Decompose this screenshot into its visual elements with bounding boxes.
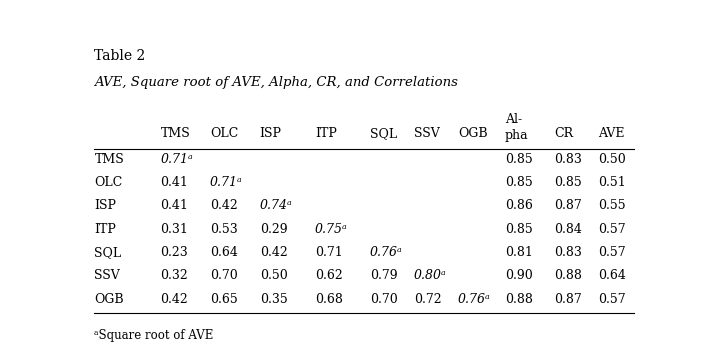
Text: 0.64: 0.64 — [599, 269, 626, 282]
Text: 0.35: 0.35 — [260, 292, 287, 305]
Text: pha: pha — [505, 129, 528, 142]
Text: ISP: ISP — [260, 128, 282, 140]
Text: 0.70: 0.70 — [370, 292, 397, 305]
Text: AVE: AVE — [599, 128, 625, 140]
Text: 0.81: 0.81 — [505, 246, 533, 259]
Text: 0.65: 0.65 — [210, 292, 238, 305]
Text: 0.31: 0.31 — [161, 223, 188, 236]
Text: 0.41: 0.41 — [161, 199, 188, 212]
Text: 0.76ᵃ: 0.76ᵃ — [370, 246, 402, 259]
Text: 0.83: 0.83 — [555, 246, 582, 259]
Text: 0.85: 0.85 — [505, 153, 533, 166]
Text: 0.71: 0.71 — [315, 246, 343, 259]
Text: 0.87: 0.87 — [555, 292, 582, 305]
Text: 0.88: 0.88 — [555, 269, 582, 282]
Text: TMS: TMS — [161, 128, 191, 140]
Text: OGB: OGB — [95, 292, 124, 305]
Text: 0.74ᵃ: 0.74ᵃ — [260, 199, 292, 212]
Text: 0.88: 0.88 — [505, 292, 533, 305]
Text: SQL: SQL — [95, 246, 122, 259]
Text: 0.53: 0.53 — [210, 223, 238, 236]
Text: OLC: OLC — [95, 176, 122, 189]
Text: TMS: TMS — [95, 153, 124, 166]
Text: Al-: Al- — [505, 113, 522, 126]
Text: 0.42: 0.42 — [161, 292, 188, 305]
Text: CR: CR — [555, 128, 574, 140]
Text: 0.85: 0.85 — [505, 223, 533, 236]
Text: OGB: OGB — [458, 128, 488, 140]
Text: ITP: ITP — [315, 128, 337, 140]
Text: SSV: SSV — [414, 128, 439, 140]
Text: ITP: ITP — [95, 223, 117, 236]
Text: 0.85: 0.85 — [555, 176, 582, 189]
Text: 0.64: 0.64 — [210, 246, 238, 259]
Text: 0.79: 0.79 — [370, 269, 397, 282]
Text: 0.23: 0.23 — [161, 246, 188, 259]
Text: SQL: SQL — [370, 128, 397, 140]
Text: 0.29: 0.29 — [260, 223, 287, 236]
Text: 0.80ᵃ: 0.80ᵃ — [414, 269, 447, 282]
Text: 0.90: 0.90 — [505, 269, 533, 282]
Text: 0.32: 0.32 — [161, 269, 188, 282]
Text: 0.42: 0.42 — [210, 199, 238, 212]
Text: 0.83: 0.83 — [555, 153, 582, 166]
Text: ᵃSquare root of AVE: ᵃSquare root of AVE — [95, 329, 214, 342]
Text: 0.72: 0.72 — [414, 292, 442, 305]
Text: 0.70: 0.70 — [210, 269, 238, 282]
Text: AVE, Square root of AVE, Alpha, CR, and Correlations: AVE, Square root of AVE, Alpha, CR, and … — [95, 76, 459, 89]
Text: 0.57: 0.57 — [599, 223, 626, 236]
Text: ISP: ISP — [95, 199, 117, 212]
Text: 0.86: 0.86 — [505, 199, 533, 212]
Text: 0.51: 0.51 — [599, 176, 626, 189]
Text: 0.71ᵃ: 0.71ᵃ — [210, 176, 243, 189]
Text: 0.41: 0.41 — [161, 176, 188, 189]
Text: 0.76ᵃ: 0.76ᵃ — [458, 292, 491, 305]
Text: 0.68: 0.68 — [315, 292, 343, 305]
Text: 0.50: 0.50 — [260, 269, 287, 282]
Text: 0.84: 0.84 — [555, 223, 582, 236]
Text: 0.87: 0.87 — [555, 199, 582, 212]
Text: 0.75ᵃ: 0.75ᵃ — [315, 223, 348, 236]
Text: 0.42: 0.42 — [260, 246, 287, 259]
Text: 0.71ᵃ: 0.71ᵃ — [161, 153, 193, 166]
Text: 0.57: 0.57 — [599, 292, 626, 305]
Text: 0.62: 0.62 — [315, 269, 343, 282]
Text: 0.55: 0.55 — [599, 199, 626, 212]
Text: 0.50: 0.50 — [599, 153, 626, 166]
Text: 0.85: 0.85 — [505, 176, 533, 189]
Text: 0.57: 0.57 — [599, 246, 626, 259]
Text: Table 2: Table 2 — [95, 49, 146, 63]
Text: OLC: OLC — [210, 128, 238, 140]
Text: SSV: SSV — [95, 269, 120, 282]
